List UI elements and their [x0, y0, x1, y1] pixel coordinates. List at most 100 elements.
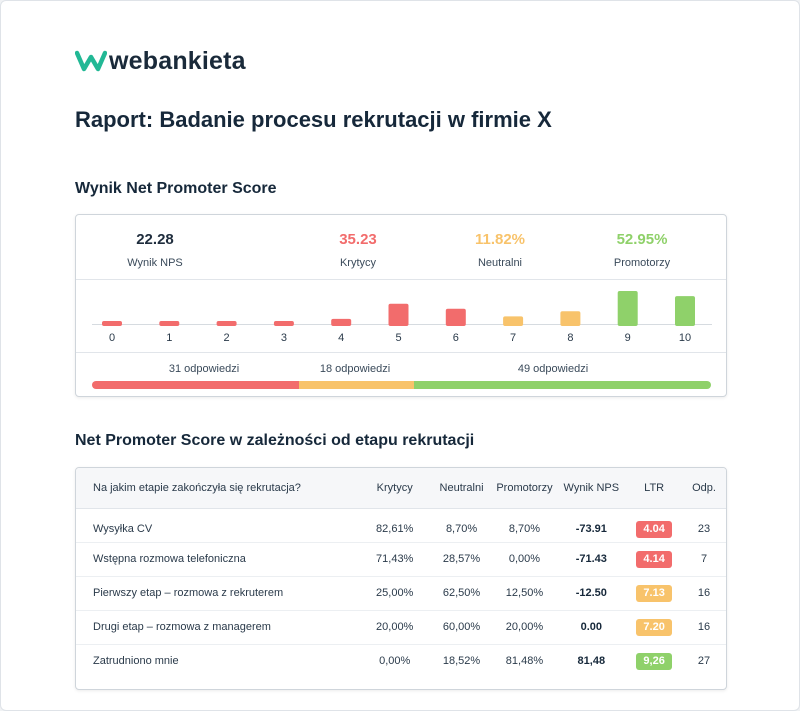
promoters-segment [413, 381, 711, 389]
column-header-critics[interactable]: Krytycy [376, 481, 413, 494]
nps-cell: 81,48 [577, 655, 606, 668]
nps-section-heading: Wynik Net Promoter Score [75, 180, 277, 197]
promoters-count-label: 49 odpowiedzi [517, 363, 589, 375]
stage-cell: Pierwszy etap – rozmowa z rekruterem [93, 587, 284, 599]
stage-nps-table-panel: Na jakim etapie zakończyła się rekrutacj… [75, 467, 727, 690]
stage-cell: Zatrudniono mnie [93, 655, 179, 668]
count-cell: 7 [700, 553, 708, 565]
table-row: Wysyłka CV 82,61% 8,70% 8,70% -73.91 4.0… [76, 508, 726, 542]
chart-bar-0[interactable] [102, 321, 122, 326]
promoters-cell: 20,00% [505, 621, 544, 633]
neutral-cell: 8,70% [445, 523, 478, 535]
count-cell: 16 [697, 621, 711, 633]
ltr-cell: 7.13 [626, 576, 682, 610]
chart-tick-label: 9 [625, 332, 631, 344]
neutral-cell: 18,52% [442, 655, 481, 668]
critics-cell: 82,61% [376, 523, 414, 535]
nps-cell: -73.91 [575, 523, 607, 535]
critics-cell: 20,00% [376, 621, 414, 633]
column-header-count[interactable]: Odp. [692, 481, 716, 494]
critics-cell: 25,00% [376, 587, 414, 599]
column-header-stage[interactable]: Na jakim etapie zakończyła się rekrutacj… [93, 481, 301, 494]
chart-tick-label: 0 [109, 332, 115, 344]
chart-bar-2[interactable] [216, 321, 237, 326]
ltr-cell: 4.04 [626, 508, 682, 542]
chart-tick-label: 1 [166, 332, 172, 344]
chart-bar-5[interactable] [388, 303, 409, 326]
chart-tick-label: 10 [679, 332, 691, 344]
stage-nps-table: Na jakim etapie zakończyła się rekrutacj… [76, 468, 726, 678]
brand-logo-text: webankieta [109, 46, 246, 75]
stat-value: 35.23 [339, 231, 377, 248]
column-header-ltr[interactable]: LTR [644, 481, 665, 494]
brand-logo[interactable]: webankieta [75, 45, 246, 77]
ltr-badge: 4.14 [636, 550, 673, 568]
chart-bar-1[interactable] [159, 321, 180, 326]
chart-bar-6[interactable] [445, 308, 466, 326]
neutral-cell: 28,57% [442, 553, 481, 565]
chart-tick-label: 5 [395, 332, 401, 344]
count-cell: 27 [697, 655, 711, 668]
critics-cell: 71,43% [376, 553, 414, 565]
chart-bar-3[interactable] [273, 321, 294, 326]
nps-cell: 0.00 [580, 621, 603, 633]
neutral-segment [299, 381, 414, 389]
chart-bar-4[interactable] [331, 318, 352, 326]
column-header-nps[interactable]: Wynik NPS [563, 481, 620, 494]
report-title: Raport: Badanie procesu rekrutacji w fir… [75, 107, 552, 132]
chart-bar-9[interactable] [617, 291, 638, 326]
ltr-cell: 4.14 [626, 542, 682, 576]
brand-w-icon [75, 50, 107, 72]
count-cell: 23 [697, 523, 711, 535]
stage-cell: Wstępna rozmowa telefoniczna [93, 553, 246, 565]
neutral-cell: 60,00% [442, 621, 481, 633]
divider [76, 279, 726, 280]
divider [76, 352, 726, 353]
chart-bar-8[interactable] [560, 311, 581, 326]
table-row: Pierwszy etap – rozmowa z rekruterem 25,… [76, 576, 726, 610]
stat-label: Krytycy [339, 257, 377, 269]
neutral-cell: 62,50% [442, 587, 481, 599]
stat-value: 52.95% [616, 231, 668, 248]
table-row: Zatrudniono mnie 0,00% 18,52% 81,48% 81,… [76, 644, 726, 678]
ltr-badge: 7.13 [636, 584, 673, 602]
chart-bar-7[interactable] [503, 316, 524, 326]
stage-section-heading: Net Promoter Score w zależności od etapu… [75, 432, 475, 449]
chart-tick-label: 6 [453, 332, 459, 344]
column-header-promoters[interactable]: Promotorzy [496, 481, 553, 494]
stat-neutral: 11.82% Neutralni [440, 231, 560, 269]
critics-segment [92, 381, 300, 389]
ltr-cell: 7.20 [626, 610, 682, 644]
response-distribution-bar [92, 381, 711, 389]
ltr-cell: 9,26 [626, 644, 682, 678]
column-header-neutral[interactable]: Neutralni [439, 481, 484, 494]
promoters-cell: 12,50% [505, 587, 544, 599]
table-row: Wstępna rozmowa telefoniczna 71,43% 28,5… [76, 542, 726, 576]
chart-tick-label: 4 [338, 332, 344, 344]
stat-value: 22.28 [136, 231, 174, 248]
stat-label: Neutralni [477, 257, 523, 269]
nps-cell: -71.43 [575, 553, 607, 565]
ltr-badge: 4.04 [636, 520, 673, 538]
chart-tick-label: 8 [567, 332, 573, 344]
chart-bar-10[interactable] [675, 296, 695, 326]
critics-count-label: 31 odpowiedzi [168, 363, 240, 375]
nps-score-distribution-chart: 0 1 2 3 4 5 6 7 8 9 10 [92, 291, 712, 344]
nps-summary-panel: 22.28 Wynik NPS 35.23 Krytycy 11.82% Neu… [75, 214, 727, 397]
stat-promoters: 52.95% Promotorzy [582, 231, 702, 269]
chart-tick-label: 2 [224, 332, 230, 344]
chart-tick-label: 7 [510, 332, 516, 344]
stat-nps-score: 22.28 Wynik NPS [95, 231, 215, 269]
stat-label: Wynik NPS [127, 257, 183, 269]
stat-label: Promotorzy [613, 257, 671, 269]
table-row: Drugi etap – rozmowa z managerem 20,00% … [76, 610, 726, 644]
promoters-cell: 8,70% [508, 523, 541, 535]
neutral-count-label: 18 odpowiedzi [319, 363, 391, 375]
stage-cell: Drugi etap – rozmowa z managerem [93, 621, 271, 633]
promoters-cell: 81,48% [505, 655, 544, 668]
nps-cell: -12.50 [575, 587, 607, 599]
table-header-row: Na jakim etapie zakończyła się rekrutacj… [76, 468, 726, 508]
stat-critics: 35.23 Krytycy [298, 231, 418, 269]
ltr-badge: 9,26 [636, 652, 673, 670]
